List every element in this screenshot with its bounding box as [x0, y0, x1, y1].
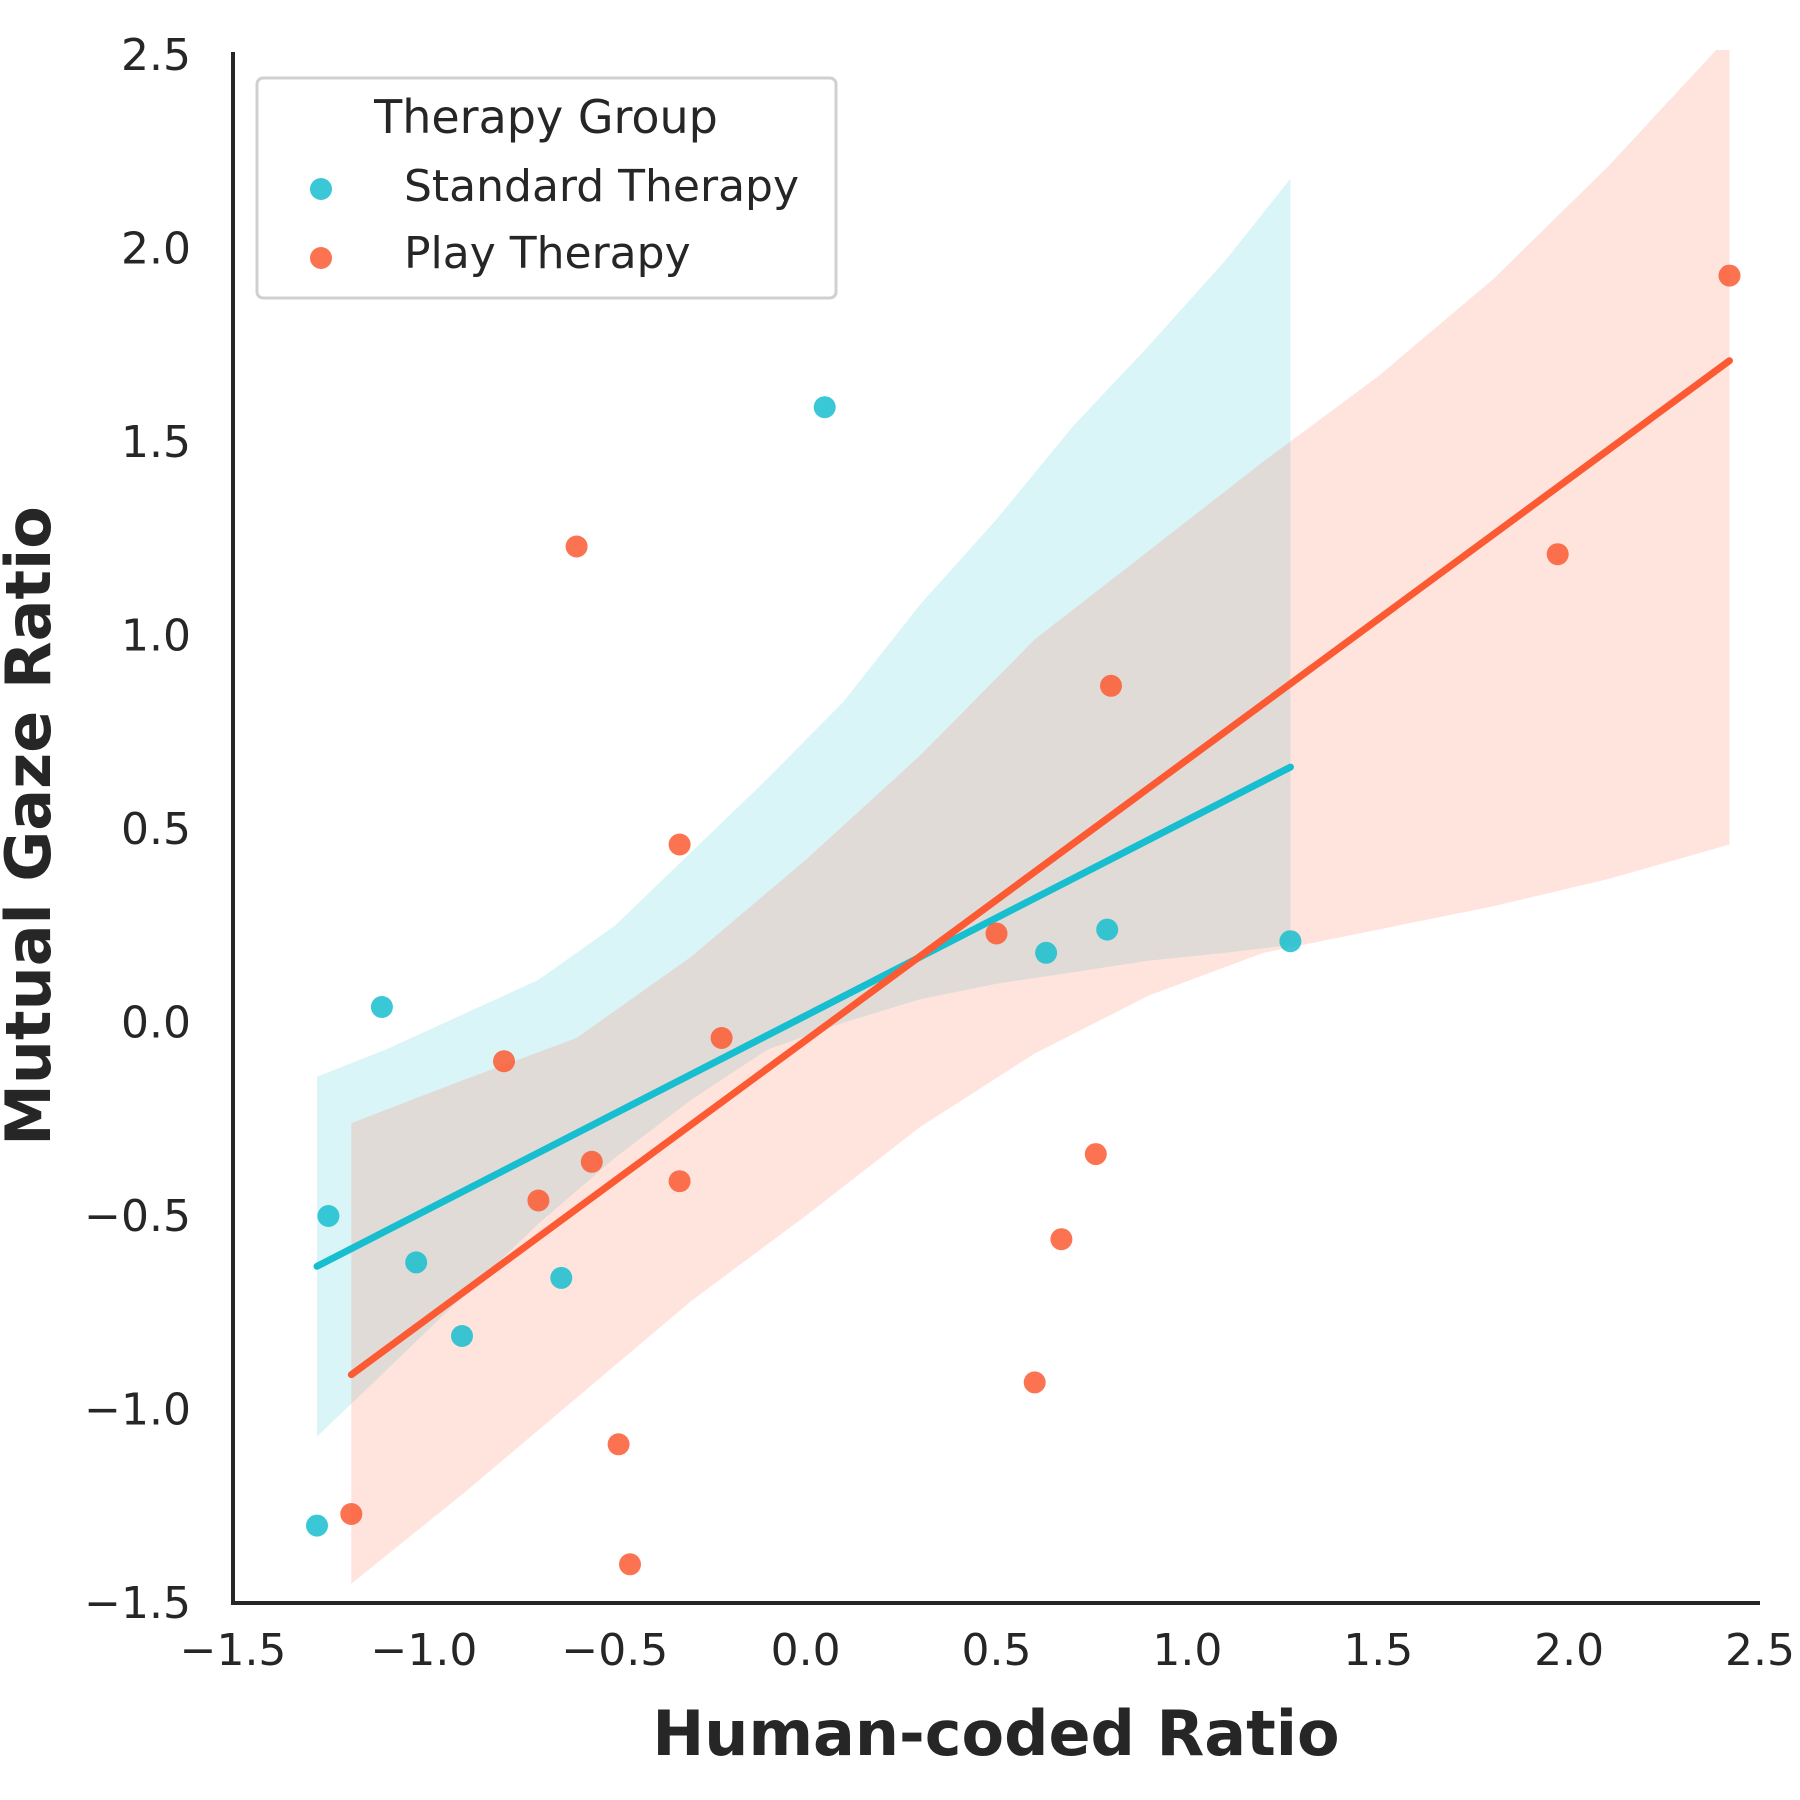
confidence-bands: [317, 50, 1730, 1584]
point-play-therapy: [985, 922, 1008, 945]
y-tick-label: 1.0: [121, 611, 191, 662]
legend-box: [255, 76, 838, 300]
regression-lines: [313, 357, 1733, 1379]
point-play-therapy: [607, 1433, 630, 1456]
point-play-therapy: [1084, 1143, 1107, 1166]
fit-line-standard-therapy: [313, 763, 1294, 1270]
legend-label-play-therapy: Play Therapy: [404, 228, 691, 279]
y-tick-label: 2.0: [121, 224, 191, 275]
x-axis-title: Human-coded Ratio: [652, 1697, 1339, 1770]
point-play-therapy: [668, 1170, 691, 1193]
x-tick-label: 0.0: [771, 1625, 841, 1676]
point-play-therapy: [527, 1189, 550, 1212]
point-play-therapy: [1023, 1371, 1046, 1394]
point-standard-therapy: [405, 1251, 428, 1274]
x-tick-label: 0.5: [962, 1625, 1032, 1676]
point-play-therapy: [565, 535, 588, 558]
point-standard-therapy: [451, 1325, 473, 1347]
data-points: [306, 264, 1741, 1576]
x-tick-label: 2.0: [1534, 1625, 1604, 1676]
point-standard-therapy: [813, 396, 836, 419]
point-play-therapy: [1546, 543, 1569, 566]
y-tick-label: −0.5: [84, 1191, 191, 1242]
point-standard-therapy: [1279, 930, 1302, 953]
y-tick-label: −1.0: [84, 1385, 191, 1436]
point-play-therapy: [493, 1050, 515, 1073]
point-play-therapy: [1050, 1228, 1073, 1251]
y-tick-label: 0.0: [121, 998, 191, 1049]
legend-marker-standard-therapy: [310, 178, 332, 200]
y-tick-label: 1.5: [121, 417, 191, 468]
point-standard-therapy: [370, 996, 393, 1018]
x-tick-label: 1.0: [1152, 1625, 1222, 1676]
point-standard-therapy: [550, 1266, 573, 1289]
point-play-therapy: [1100, 674, 1122, 697]
x-axis-ticks: −1.5 −1.0 −0.5 0.0 0.5 1.0 1.5 2.0 2.5: [180, 1625, 1795, 1676]
y-tick-label: −1.5: [84, 1578, 191, 1629]
y-axis-ticks: −1.5 −1.0 −0.5 0.0 0.5 1.0 1.5 2.0 2.5: [84, 30, 191, 1629]
point-play-therapy: [710, 1027, 733, 1049]
legend-marker-play-therapy: [310, 247, 332, 269]
point-play-therapy: [668, 833, 691, 856]
point-standard-therapy: [1035, 941, 1058, 964]
ci-band-play-therapy: [351, 50, 1730, 1584]
ci-band-standard-therapy: [317, 178, 1291, 1437]
x-tick-label: −1.0: [370, 1625, 477, 1676]
legend: Therapy Group Standard Therapy Play Ther…: [255, 76, 838, 300]
legend-label-standard-therapy: Standard Therapy: [404, 161, 799, 212]
fit-line-play-therapy: [347, 357, 1733, 1379]
y-tick-label: 0.5: [121, 804, 191, 855]
point-standard-therapy: [1096, 918, 1119, 941]
point-standard-therapy: [306, 1514, 328, 1537]
legend-title: Therapy Group: [373, 90, 718, 144]
x-tick-label: −1.5: [180, 1625, 287, 1676]
point-play-therapy: [580, 1150, 603, 1173]
y-tick-label: 2.5: [121, 30, 191, 81]
x-tick-label: 2.5: [1725, 1625, 1795, 1676]
point-play-therapy: [619, 1553, 641, 1576]
x-tick-label: 1.5: [1343, 1625, 1413, 1676]
point-play-therapy: [340, 1503, 363, 1525]
point-play-therapy: [1718, 264, 1741, 287]
point-standard-therapy: [317, 1205, 340, 1227]
x-tick-label: −0.5: [561, 1625, 668, 1676]
y-axis-title: Mutual Gaze Ratio: [0, 506, 65, 1146]
